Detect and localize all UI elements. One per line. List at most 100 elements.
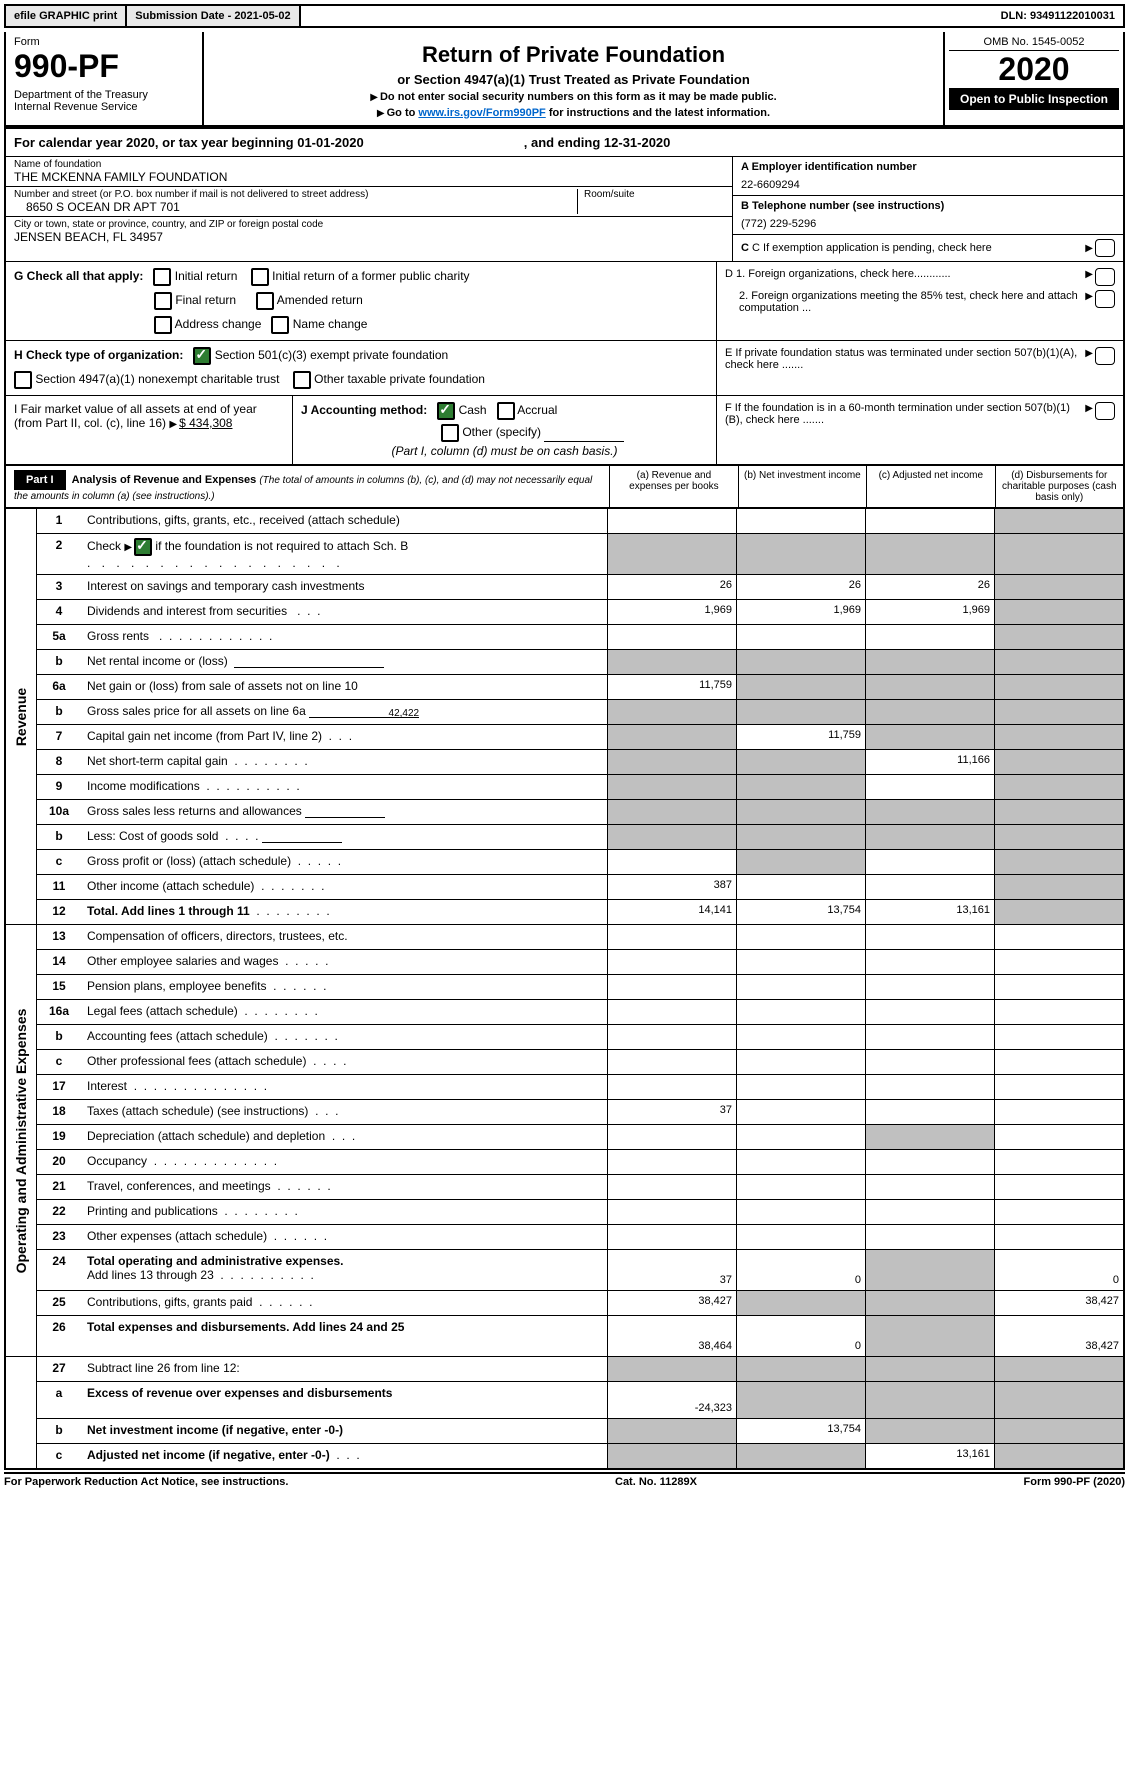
table-row: cAdjusted net income (if negative, enter… — [37, 1444, 1123, 1468]
table-row: cOther professional fees (attach schedul… — [37, 1050, 1123, 1075]
checkbox-initial-former[interactable] — [251, 268, 269, 286]
table-row: 20Occupancy . . . . . . . . . . . . . — [37, 1150, 1123, 1175]
col-a-header: (a) Revenue and expenses per books — [610, 466, 738, 507]
foundation-name: THE MCKENNA FAMILY FOUNDATION — [14, 170, 724, 184]
table-row: 10aGross sales less returns and allowanc… — [37, 800, 1123, 825]
exemption-pending: C C If exemption application is pending,… — [733, 235, 1123, 261]
j-note: (Part I, column (d) must be on cash basi… — [301, 444, 708, 458]
checkbox-sch-b[interactable] — [134, 538, 152, 556]
checkbox-initial[interactable] — [153, 268, 171, 286]
table-row: 15Pension plans, employee benefits . . .… — [37, 975, 1123, 1000]
expenses-side-label: Operating and Administrative Expenses — [6, 925, 37, 1356]
checkbox-e[interactable] — [1095, 347, 1115, 365]
checkbox-name-change[interactable] — [271, 316, 289, 334]
checkbox-final[interactable] — [154, 292, 172, 310]
city-field: City or town, state or province, country… — [6, 217, 732, 246]
open-public-badge: Open to Public Inspection — [949, 88, 1119, 110]
city-state-zip: JENSEN BEACH, FL 34957 — [14, 230, 724, 244]
table-row: 21Travel, conferences, and meetings . . … — [37, 1175, 1123, 1200]
top-bar: efile GRAPHIC print Submission Date - 20… — [4, 4, 1125, 28]
part1-header: Part I Analysis of Revenue and Expenses … — [4, 466, 1125, 509]
foundation-name-field: Name of foundation THE MCKENNA FAMILY FO… — [6, 157, 732, 187]
table-row: 12Total. Add lines 1 through 11 . . . . … — [37, 900, 1123, 924]
paperwork-notice: For Paperwork Reduction Act Notice, see … — [4, 1476, 288, 1488]
f-label: F If the foundation is in a 60-month ter… — [725, 402, 1085, 458]
col-b-header: (b) Net investment income — [739, 466, 867, 507]
table-row: 3Interest on savings and temporary cash … — [37, 575, 1123, 600]
efile-label[interactable]: efile GRAPHIC print — [6, 6, 127, 26]
street-address: 8650 S OCEAN DR APT 701 — [14, 200, 577, 214]
fmv-value: $ 434,308 — [179, 416, 232, 430]
table-row: 6aNet gain or (loss) from sale of assets… — [37, 675, 1123, 700]
part1-title: Analysis of Revenue and Expenses — [72, 474, 257, 486]
table-row: 22Printing and publications . . . . . . … — [37, 1200, 1123, 1225]
table-row: 17Interest . . . . . . . . . . . . . . — [37, 1075, 1123, 1100]
form-header: Form 990-PF Department of the Treasury I… — [4, 32, 1125, 129]
table-row: bAccounting fees (attach schedule) . . .… — [37, 1025, 1123, 1050]
section-g: G Check all that apply: Initial return I… — [4, 261, 1125, 340]
checkbox-c[interactable] — [1095, 239, 1115, 257]
d1-label: D 1. Foreign organizations, check here..… — [725, 268, 1085, 286]
dept-label: Department of the Treasury — [14, 89, 194, 101]
table-row: 24Total operating and administrative exp… — [37, 1250, 1123, 1291]
irs-label: Internal Revenue Service — [14, 101, 194, 113]
j-label: J Accounting method: — [301, 403, 427, 417]
table-row: cGross profit or (loss) (attach schedule… — [37, 850, 1123, 875]
checkbox-other-taxable[interactable] — [293, 371, 311, 389]
table-row: 1Contributions, gifts, grants, etc., rec… — [37, 509, 1123, 534]
checkbox-accrual[interactable] — [497, 402, 515, 420]
irs-link[interactable]: www.irs.gov/Form990PF — [418, 107, 545, 119]
expenses-section: Operating and Administrative Expenses 13… — [4, 925, 1125, 1357]
table-row: 27Subtract line 26 from line 12: — [37, 1357, 1123, 1382]
checkbox-d2[interactable] — [1095, 290, 1115, 308]
form-subtitle: or Section 4947(a)(1) Trust Treated as P… — [210, 72, 937, 87]
checkbox-4947[interactable] — [14, 371, 32, 389]
g-label: G Check all that apply: — [14, 269, 143, 283]
checkbox-other-method[interactable] — [441, 424, 459, 442]
table-row: 7Capital gain net income (from Part IV, … — [37, 725, 1123, 750]
phone-value: (772) 229-5296 — [741, 218, 1115, 230]
table-row: 26Total expenses and disbursements. Add … — [37, 1316, 1123, 1356]
col-d-header: (d) Disbursements for charitable purpose… — [996, 466, 1123, 507]
table-row: 14Other employee salaries and wages . . … — [37, 950, 1123, 975]
table-row: 19Depreciation (attach schedule) and dep… — [37, 1125, 1123, 1150]
table-row: 8Net short-term capital gain . . . . . .… — [37, 750, 1123, 775]
subtract-section: 27Subtract line 26 from line 12: aExcess… — [4, 1357, 1125, 1470]
ein-value: 22-6609294 — [741, 179, 1115, 191]
checkbox-f[interactable] — [1095, 402, 1115, 420]
checkbox-amended[interactable] — [256, 292, 274, 310]
e-label: E If private foundation status was termi… — [725, 347, 1085, 389]
table-row: bLess: Cost of goods sold . . . . — [37, 825, 1123, 850]
d2-label: 2. Foreign organizations meeting the 85%… — [725, 290, 1085, 314]
submission-date: Submission Date - 2021-05-02 — [127, 6, 300, 26]
table-row: 16aLegal fees (attach schedule) . . . . … — [37, 1000, 1123, 1025]
revenue-section: Revenue 1Contributions, gifts, grants, e… — [4, 509, 1125, 925]
section-ij: I Fair market value of all assets at end… — [4, 395, 1125, 466]
table-row: 25Contributions, gifts, grants paid . . … — [37, 1291, 1123, 1316]
part1-badge: Part I — [14, 470, 66, 490]
table-row: bNet rental income or (loss) — [37, 650, 1123, 675]
form-label: Form — [14, 36, 194, 48]
calendar-year-row: For calendar year 2020, or tax year begi… — [4, 129, 1125, 157]
table-row: 5aGross rents . . . . . . . . . . . . — [37, 625, 1123, 650]
checkbox-501c3[interactable] — [193, 347, 211, 365]
table-row: 13Compensation of officers, directors, t… — [37, 925, 1123, 950]
checkbox-addr-change[interactable] — [154, 316, 172, 334]
omb-number: OMB No. 1545-0052 — [949, 36, 1119, 51]
checkbox-d1[interactable] — [1095, 268, 1115, 286]
page-footer: For Paperwork Reduction Act Notice, see … — [4, 1472, 1125, 1488]
note-ssn: Do not enter social security numbers on … — [210, 91, 937, 103]
entity-block: Name of foundation THE MCKENNA FAMILY FO… — [4, 157, 1125, 261]
phone-field: B Telephone number (see instructions) (7… — [733, 196, 1123, 235]
tax-year: 2020 — [949, 51, 1119, 88]
table-row: 23Other expenses (attach schedule) . . .… — [37, 1225, 1123, 1250]
form-ref: Form 990-PF (2020) — [1024, 1476, 1125, 1488]
ein-field: A Employer identification number 22-6609… — [733, 157, 1123, 196]
checkbox-cash[interactable] — [437, 402, 455, 420]
form-title: Return of Private Foundation — [210, 42, 937, 68]
table-row: bGross sales price for all assets on lin… — [37, 700, 1123, 725]
address-field: Number and street (or P.O. box number if… — [6, 187, 732, 217]
table-row: 18Taxes (attach schedule) (see instructi… — [37, 1100, 1123, 1125]
table-row: 2Check if the foundation is not required… — [37, 534, 1123, 575]
table-row: bNet investment income (if negative, ent… — [37, 1419, 1123, 1444]
